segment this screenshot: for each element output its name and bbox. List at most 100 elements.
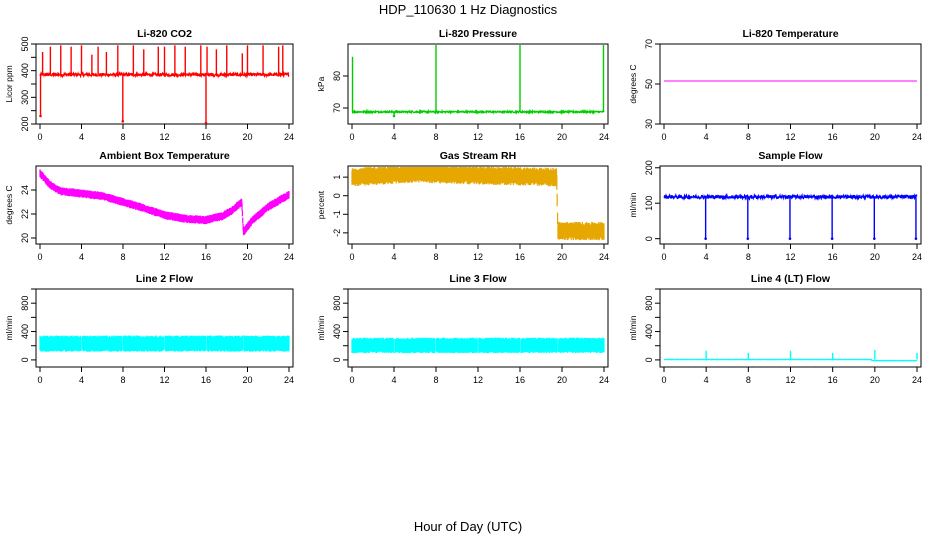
- x-tick-label: 24: [599, 375, 609, 385]
- y-tick-label: 70: [644, 39, 654, 49]
- y-tick-label: 400: [20, 324, 30, 339]
- x-tick-label: 24: [284, 252, 294, 262]
- y-tick-label: 0: [20, 357, 30, 362]
- x-tick-label: 0: [661, 132, 666, 142]
- chart-panel-5: Gas Stream RH percent 0 4 8 12 16 20 24 -2 -1 0 1: [316, 150, 609, 262]
- y-tick-label: 100: [644, 196, 654, 211]
- x-tick-label: 12: [473, 375, 483, 385]
- x-tick-label: 12: [159, 252, 169, 262]
- x-tick-label: 8: [433, 252, 438, 262]
- panel-title: Gas Stream RH: [440, 150, 516, 162]
- y-tick-label: -2: [332, 229, 342, 237]
- x-tick-label: 12: [473, 132, 483, 142]
- x-tick-label: 16: [828, 375, 838, 385]
- y-axis-label: ml/min: [628, 192, 638, 217]
- x-tick-label: 24: [599, 132, 609, 142]
- x-tick-label: 4: [79, 375, 84, 385]
- x-tick-label: 16: [201, 132, 211, 142]
- y-tick-label: 80: [332, 71, 342, 81]
- y-tick-label: 50: [644, 79, 654, 89]
- x-tick-label: 20: [242, 252, 252, 262]
- x-tick-label: 0: [661, 252, 666, 262]
- series-line-4-flow: [663, 358, 918, 362]
- data-layer: [351, 45, 605, 118]
- y-tick-label: 20: [20, 233, 30, 243]
- y-axis-label: degrees C: [4, 185, 14, 224]
- data-layer: [39, 169, 290, 236]
- x-tick-label: 4: [79, 132, 84, 142]
- x-tick-label: 20: [557, 375, 567, 385]
- x-tick-label: 12: [159, 375, 169, 385]
- dip-point: [204, 121, 208, 124]
- y-axis-label: percent: [316, 190, 326, 219]
- series-box-temperature: [39, 169, 290, 236]
- x-tick-label: 12: [473, 252, 483, 262]
- dip-point: [873, 237, 876, 240]
- x-tick-label: 8: [120, 132, 125, 142]
- x-tick-label: 0: [37, 132, 42, 142]
- x-tick-label: 16: [515, 132, 525, 142]
- x-tick-label: 4: [391, 132, 396, 142]
- chart-panel-9: Line 4 (LT) Flow ml/min 0 4 8 12 16 20 24 0 400 800: [628, 273, 922, 385]
- y-tick-label: 70: [332, 103, 342, 113]
- x-tick-label: 20: [870, 252, 880, 262]
- y-axis-label: kPa: [316, 76, 326, 91]
- panel-title: Sample Flow: [758, 150, 823, 162]
- y-axis-label: ml/min: [628, 315, 638, 340]
- x-tick-label: 24: [284, 375, 294, 385]
- y-axis-label: ml/min: [4, 315, 14, 340]
- x-tick-label: 12: [159, 132, 169, 142]
- y-tick-label: 800: [20, 296, 30, 311]
- plot-frame: [347, 288, 609, 368]
- x-tick-label: 24: [912, 375, 922, 385]
- plot-frame: [35, 288, 294, 368]
- x-tick-label: 0: [349, 252, 354, 262]
- dip-point: [392, 114, 396, 118]
- data-layer: [39, 45, 290, 124]
- y-tick-label: 800: [332, 296, 342, 311]
- x-tick-label: 4: [704, 375, 709, 385]
- x-tick-label: 8: [120, 252, 125, 262]
- panel-title: Li-820 CO2: [137, 28, 192, 40]
- chart-panel-7: Line 2 Flow ml/min 0 4 8 12 16 20 24 0 400 800: [4, 273, 294, 385]
- y-tick-label: 400: [332, 324, 342, 339]
- x-tick-label: 4: [79, 252, 84, 262]
- panel-title: Line 4 (LT) Flow: [751, 273, 831, 285]
- plot-frame: [35, 165, 294, 245]
- y-axis-label: degrees C: [628, 64, 638, 103]
- x-tick-label: 24: [912, 132, 922, 142]
- x-tick-label: 12: [785, 132, 795, 142]
- panel-title: Li-820 Temperature: [742, 28, 838, 40]
- panel-title: Ambient Box Temperature: [99, 150, 230, 162]
- x-tick-label: 4: [391, 252, 396, 262]
- dip-point: [704, 237, 707, 240]
- series-line-3-flow: [351, 337, 605, 354]
- x-tick-label: 20: [870, 132, 880, 142]
- y-tick-label: 0: [644, 357, 654, 362]
- x-tick-label: 24: [284, 132, 294, 142]
- series-pressure: [351, 108, 605, 116]
- x-tick-label: 8: [120, 375, 125, 385]
- data-layer: [351, 167, 605, 241]
- x-tick-label: 16: [201, 252, 211, 262]
- panel-title: Line 2 Flow: [136, 273, 194, 285]
- x-tick-label: 16: [828, 252, 838, 262]
- x-tick-label: 24: [599, 252, 609, 262]
- x-tick-label: 12: [785, 375, 795, 385]
- dip-point: [830, 237, 834, 240]
- plot-frame: [659, 43, 922, 125]
- y-tick-label: 22: [20, 209, 30, 219]
- x-tick-label: 4: [704, 132, 709, 142]
- chart-panel-3: Li-820 Temperature degrees C 0 4 8 12 16 20 24 30…: [628, 28, 922, 142]
- x-tick-label: 8: [746, 132, 751, 142]
- data-layer: [663, 349, 918, 362]
- y-tick-label: 500: [20, 36, 30, 51]
- x-tick-label: 8: [746, 252, 751, 262]
- x-tick-label: 20: [242, 132, 252, 142]
- x-tick-label: 0: [349, 375, 354, 385]
- chart-panel-4: Ambient Box Temperature degrees C 0 4 8 12 16 2…: [4, 150, 294, 262]
- y-axis-label: ml/min: [316, 315, 326, 340]
- x-tick-label: 20: [557, 132, 567, 142]
- x-tick-label: 16: [201, 375, 211, 385]
